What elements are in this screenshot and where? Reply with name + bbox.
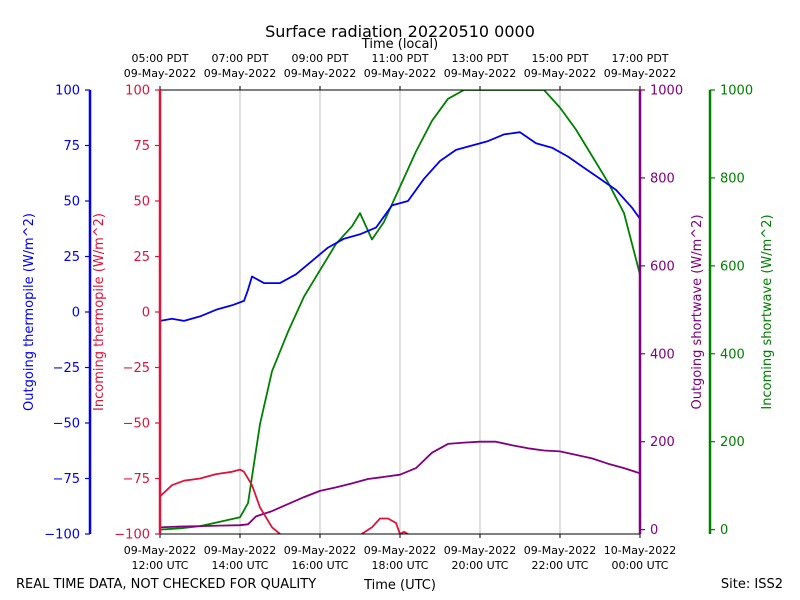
y-tick-label: 0 — [720, 523, 728, 538]
series-line-thermo_in — [160, 468, 409, 534]
top-tick-time: 13:00 PDT — [451, 52, 508, 65]
y-tick-label: 1000 — [720, 84, 753, 99]
y-tick-label: 0 — [142, 306, 150, 321]
top-tick-time: 17:00 PDT — [611, 52, 668, 65]
y-tick-label: 75 — [133, 139, 150, 154]
top-tick-time: 15:00 PDT — [531, 52, 588, 65]
y-axis-title: Outgoing thermopile (W/m^2) — [22, 213, 37, 411]
y-tick-label: −25 — [53, 361, 80, 376]
y-axis-title: Outgoing shortwave (W/m^2) — [690, 214, 705, 409]
quality-notice: REAL TIME DATA, NOT CHECKED FOR QUALITY — [16, 577, 316, 592]
x-tick-time: 20:00 UTC — [451, 559, 508, 572]
x-tick-time: 18:00 UTC — [371, 559, 428, 572]
x-tick-date: 09-May-2022 — [204, 544, 276, 557]
y-tick-label: 200 — [650, 435, 675, 450]
y-tick-label: −75 — [123, 472, 150, 487]
series-line-thermo — [160, 131, 640, 322]
series-line-sw_out — [160, 440, 640, 529]
y-axis-thermo_in: −100 −75 −50 −25 0 25 50 75 100 Incoming thermopi… — [92, 84, 162, 543]
x-tick-time: 22:00 UTC — [531, 559, 588, 572]
x-tick-date: 10-May-2022 — [604, 544, 676, 557]
x-tick-time: 14:00 UTC — [211, 559, 268, 572]
y-tick-label: −75 — [53, 472, 80, 487]
top-axis-title: Time (local) — [361, 37, 438, 52]
top-tick-date: 09-May-2022 — [204, 67, 276, 80]
x-tick-time: 16:00 UTC — [291, 559, 348, 572]
plot-area — [160, 90, 640, 534]
y-tick-label: −100 — [114, 528, 150, 543]
y-tick-label: 25 — [63, 250, 80, 265]
y-tick-label: 75 — [63, 139, 80, 154]
y-axes: −100 −75 −50 −25 0 25 50 75 100 Outgoing thermopi… — [22, 84, 775, 543]
chart-title: Surface radiation 20220510 0000 — [265, 22, 535, 41]
y-tick-label: 50 — [63, 195, 80, 210]
y-tick-label: 100 — [125, 84, 150, 99]
top-tick-time: 05:00 PDT — [131, 52, 188, 65]
y-tick-label: 0 — [72, 306, 80, 321]
y-tick-label: 600 — [650, 259, 675, 274]
y-tick-label: 400 — [650, 347, 675, 362]
x-tick-date: 09-May-2022 — [284, 544, 356, 557]
top-tick-time: 09:00 PDT — [291, 52, 348, 65]
x-tick-date: 09-May-2022 — [124, 544, 196, 557]
x-tick-time: 12:00 UTC — [131, 559, 188, 572]
site-label: Site: ISS2 — [721, 577, 783, 592]
y-tick-label: 100 — [55, 84, 80, 99]
y-tick-label: −25 — [123, 361, 150, 376]
top-tick-time: 07:00 PDT — [211, 52, 268, 65]
y-tick-label: 200 — [720, 435, 745, 450]
y-tick-label: 50 — [133, 195, 150, 210]
y-tick-label: −100 — [44, 528, 80, 543]
y-tick-label: 0 — [650, 523, 658, 538]
top-tick-date: 09-May-2022 — [604, 67, 676, 80]
y-axis-sw_out: 0 200 400 600 800 1000 Outgoing shortwave (W/m… — [638, 84, 705, 538]
top-tick-date: 09-May-2022 — [124, 67, 196, 80]
x-axis-ticks: 09-May-2022 12:00 UTC 09-May-2022 14:00 UTC… — [124, 52, 676, 572]
top-tick-date: 09-May-2022 — [284, 67, 356, 80]
grid-lines — [239, 90, 561, 534]
x-tick-date: 09-May-2022 — [524, 544, 596, 557]
top-tick-date: 09-May-2022 — [524, 67, 596, 80]
y-axis-title: Incoming shortwave (W/m^2) — [760, 214, 775, 409]
series-line-sw_in — [160, 90, 640, 531]
x-tick-date: 09-May-2022 — [364, 544, 436, 557]
y-axis-sw_in: 0 200 400 600 800 1000 Incoming shortwave (W/m… — [708, 84, 775, 538]
top-tick-date: 09-May-2022 — [364, 67, 436, 80]
y-axis-thermo: −100 −75 −50 −25 0 25 50 75 100 Outgoing thermopi… — [22, 84, 92, 543]
y-tick-label: −50 — [53, 417, 80, 432]
y-tick-label: 1000 — [650, 84, 683, 99]
y-tick-label: 600 — [720, 259, 745, 274]
y-axis-title: Incoming thermopile (W/m^2) — [92, 213, 107, 411]
x-tick-date: 09-May-2022 — [444, 544, 516, 557]
y-tick-label: 800 — [720, 171, 745, 186]
y-tick-label: 400 — [720, 347, 745, 362]
top-tick-date: 09-May-2022 — [444, 67, 516, 80]
top-tick-time: 11:00 PDT — [371, 52, 428, 65]
x-axis-title: Time (UTC) — [363, 578, 436, 593]
y-tick-label: 25 — [133, 250, 150, 265]
y-tick-label: −50 — [123, 417, 150, 432]
y-tick-label: 800 — [650, 171, 675, 186]
x-tick-time: 00:00 UTC — [611, 559, 668, 572]
